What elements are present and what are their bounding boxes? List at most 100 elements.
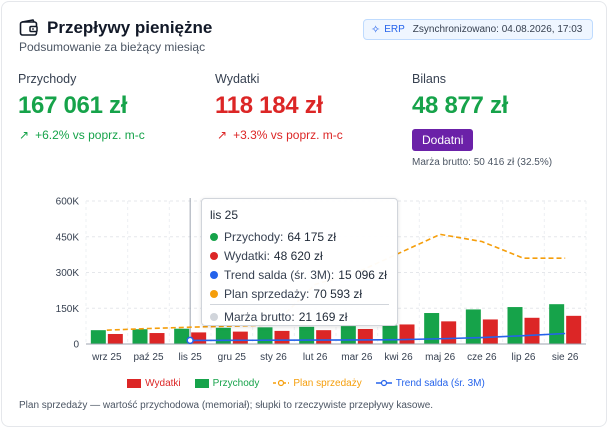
- legend-dot-icon: [210, 312, 218, 321]
- x-tick-label: wrz 25: [91, 352, 122, 363]
- income-trend: ↗ +6.2% vs poprz. m-c: [19, 128, 145, 142]
- expenses-label: Wydatki: [215, 72, 260, 86]
- y-tick-label: 450K: [56, 232, 80, 243]
- y-tick-label: 150K: [56, 304, 80, 315]
- bar-expenses: [232, 331, 248, 344]
- tooltip-row-name: Trend salda (śr. 3M):: [224, 267, 335, 282]
- x-tick-label: lut 26: [303, 352, 328, 363]
- trend-up-arrow-icon: ↗: [217, 128, 228, 142]
- plan-line: [106, 233, 566, 331]
- bar-income: [257, 327, 273, 344]
- legend-label: Trend salda (śr. 3M): [395, 377, 485, 389]
- x-tick-label: paź 25: [133, 352, 163, 363]
- legend-dot-icon: [210, 289, 218, 298]
- expenses-value: 118 184 zł: [215, 92, 323, 119]
- x-tick-label: kwi 26: [384, 352, 413, 363]
- legend-swatch: [194, 378, 209, 388]
- tooltip-row: Plan sprzedaży: 70 593 zł: [210, 284, 389, 303]
- legend-label: Plan sprzedaży: [293, 377, 362, 389]
- y-tick-label: 600K: [56, 197, 80, 208]
- income-trend-text: +6.2% vs poprz. m-c: [35, 128, 145, 142]
- bar-income: [340, 326, 356, 344]
- bar-expenses: [357, 328, 373, 344]
- line-marker-icon: [375, 379, 392, 387]
- legend-item-trend[interactable]: Trend salda (śr. 3M): [375, 376, 485, 390]
- legend-label: Wydatki: [145, 377, 181, 389]
- bar-income: [174, 328, 190, 344]
- balance-value: 48 877 zł: [412, 92, 509, 119]
- bar-income: [382, 325, 398, 344]
- bar-income: [549, 304, 565, 344]
- bar-income: [299, 326, 315, 344]
- bar-expenses: [107, 333, 123, 344]
- legend-dot-icon: [210, 232, 218, 241]
- income-label: Przychody: [18, 72, 77, 86]
- tooltip-row-value: 64 175 zł: [287, 229, 337, 244]
- legend-item-income[interactable]: Przychody: [194, 376, 260, 390]
- chart-footnote: Plan sprzedaży — wartość przychodowa (me…: [19, 400, 434, 411]
- tooltip-divider: [210, 304, 389, 305]
- income-value: 167 061 zł: [18, 92, 128, 119]
- tooltip-row-value: 21 169 zł: [298, 309, 348, 324]
- wallet-icon: [19, 19, 38, 36]
- dashed-line-marker-icon: [273, 379, 290, 387]
- legend-label: Przychody: [212, 377, 260, 389]
- bar-expenses: [566, 315, 582, 344]
- tooltip-row-value: 70 593 zł: [313, 286, 363, 301]
- x-tick-label: lis 25: [178, 352, 202, 363]
- bar-expenses: [274, 330, 290, 344]
- y-tick-label: 300K: [56, 268, 80, 279]
- bar-income: [465, 309, 481, 344]
- balance-label: Bilans: [412, 72, 447, 86]
- tooltip-row-name: Marża brutto:: [224, 309, 295, 324]
- bar-expenses: [191, 332, 207, 344]
- x-tick-label: sie 26: [552, 352, 579, 363]
- tooltip-row: Trend salda (śr. 3M): 15 096 zł: [210, 265, 389, 284]
- gross-margin-note: Marża brutto: 50 416 zł (32.5%): [412, 157, 553, 168]
- bar-expenses: [482, 319, 498, 344]
- y-tick-label: 0: [73, 340, 79, 351]
- tooltip-row-name: Wydatki:: [224, 248, 270, 263]
- legend-dot-icon: [210, 270, 218, 279]
- sync-source: ERP: [384, 24, 405, 35]
- tooltip-row: Przychody: 64 175 zł: [210, 227, 389, 246]
- x-tick-label: mar 26: [341, 352, 373, 363]
- bar-expenses: [149, 333, 165, 344]
- tooltip-row-value: 15 096 zł: [338, 267, 387, 282]
- bar-income: [424, 313, 440, 344]
- chart-legend: Wydatki Przychody Plan sprzedaży Trend s…: [2, 376, 608, 390]
- bar-income: [215, 327, 231, 344]
- trend-point: [186, 336, 194, 345]
- bar-expenses: [524, 317, 540, 344]
- bar-income: [507, 307, 523, 344]
- tooltip-row: Wydatki: 48 620 zł: [210, 246, 389, 265]
- tooltip-row-name: Przychody:: [224, 229, 284, 244]
- legend-item-expenses[interactable]: Wydatki: [127, 376, 181, 390]
- bar-income: [132, 329, 148, 344]
- tooltip-row-margin: Marża brutto: 21 169 zł: [210, 307, 389, 326]
- sync-icon: ✧: [371, 24, 381, 36]
- legend-dot-icon: [210, 251, 218, 260]
- chart-tooltip: lis 25 Przychody: 64 175 zł Wydatki: 48 620…: [201, 198, 398, 326]
- bar-expenses: [441, 321, 457, 344]
- x-tick-label: cze 26: [467, 352, 497, 363]
- bar-expenses: [316, 330, 332, 344]
- balance-status-badge: Dodatni: [412, 129, 474, 151]
- trend-up-arrow-icon: ↗: [19, 128, 30, 142]
- expenses-trend: ↗ +3.3% vs poprz. m-c: [217, 128, 343, 142]
- bar-expenses: [399, 324, 415, 344]
- x-tick-label: sty 26: [260, 352, 287, 363]
- x-tick-label: maj 26: [425, 352, 455, 363]
- legend-swatch: [127, 378, 142, 388]
- trend-line: [190, 332, 566, 342]
- tooltip-row-value: 48 620 zł: [273, 248, 323, 263]
- bar-income: [90, 330, 106, 344]
- sync-status-badge: ✧ ERP Zsynchronizowano: 04.08.2026, 17:0…: [363, 19, 593, 40]
- x-tick-label: gru 25: [218, 352, 247, 363]
- card-title: Przepływy pieniężne: [47, 18, 213, 37]
- legend-item-plan[interactable]: Plan sprzedaży: [273, 376, 362, 390]
- x-tick-label: lip 26: [512, 352, 536, 363]
- tooltip-row-name: Plan sprzedaży:: [224, 286, 310, 301]
